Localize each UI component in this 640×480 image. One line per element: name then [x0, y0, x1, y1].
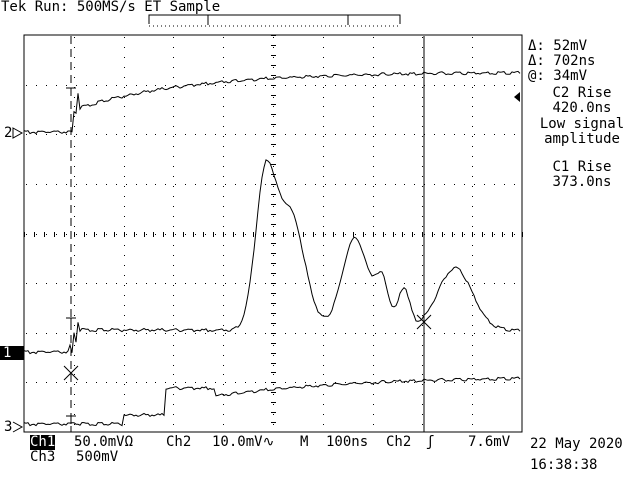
- cursor-delta-voltage: Δ: 52mV: [528, 38, 588, 54]
- graticule-grid: [24, 35, 523, 425]
- date: 22 May 2020: [530, 436, 623, 452]
- trigger-point-markers: [66, 87, 76, 424]
- ch3-marker-label: 3: [4, 419, 13, 435]
- ch1-status-label: Ch1: [30, 434, 56, 450]
- cursor-cross-marks: [63, 314, 432, 381]
- ch2-marker-label: 2: [4, 125, 13, 141]
- channel-markers: [0, 127, 24, 433]
- ch2-scale: 10.0mV∿: [212, 434, 275, 450]
- trigger-slope-icon: ʃ: [426, 434, 435, 450]
- cursor-at-value: @: 34mV: [528, 68, 588, 84]
- ch3-waveform: [23, 376, 521, 427]
- trigger-level: 7.6mV: [468, 434, 511, 450]
- ch1-waveform: [23, 159, 521, 355]
- time: 16:38:38: [530, 457, 598, 473]
- c1-rise-label: C1 Rise: [552, 159, 612, 175]
- ch2-waveform: [23, 70, 521, 135]
- c2-rise-value: 420.0ns: [552, 100, 612, 116]
- ch2-status-label: Ch2: [166, 434, 192, 450]
- ch3-scale: 500mV: [76, 449, 119, 465]
- timebase-label: M: [300, 434, 309, 450]
- cursor-delta-time: Δ: 702ns: [528, 53, 596, 69]
- acquisition-status-title: Tek Run: 500MS/s ET Sample: [1, 0, 221, 15]
- warning-line-2: amplitude: [544, 131, 620, 147]
- ch3-status-label: Ch3: [30, 449, 56, 465]
- ch1-marker-label: 1: [3, 345, 12, 361]
- record-position-bracket: [148, 14, 401, 27]
- trigger-source: Ch2: [386, 434, 412, 450]
- ch1-scale: 50.0mVΩ: [74, 434, 134, 450]
- timebase-value: 100ns: [326, 434, 369, 450]
- trigger-level-marker-icon: [514, 92, 520, 102]
- warning-line-1: Low signal: [539, 116, 625, 132]
- c2-rise-label: C2 Rise: [552, 85, 612, 101]
- c1-rise-value: 373.0ns: [552, 174, 612, 190]
